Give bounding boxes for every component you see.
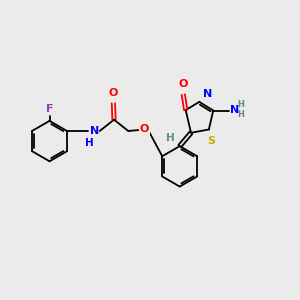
- Text: H: H: [237, 110, 244, 118]
- Text: O: O: [109, 88, 118, 98]
- Text: O: O: [178, 79, 188, 89]
- Text: N: N: [230, 105, 239, 115]
- Text: H: H: [166, 133, 174, 143]
- Text: H: H: [237, 100, 244, 109]
- Text: H: H: [85, 137, 94, 148]
- Text: N: N: [203, 89, 212, 100]
- Text: O: O: [140, 124, 149, 134]
- Text: F: F: [46, 104, 53, 114]
- Text: N: N: [90, 126, 99, 136]
- Text: S: S: [207, 136, 215, 146]
